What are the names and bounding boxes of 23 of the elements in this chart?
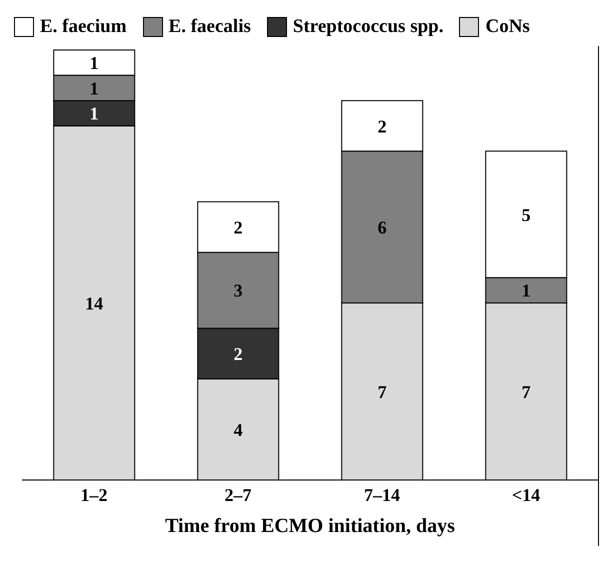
data-label: 1 bbox=[90, 78, 99, 98]
data-label: 2 bbox=[234, 344, 243, 364]
x-axis-title: Time from ECMO initiation, days bbox=[165, 515, 456, 537]
data-label: 1 bbox=[90, 104, 99, 124]
data-label: 1 bbox=[522, 280, 531, 301]
legend-label: E. faecium bbox=[40, 16, 127, 38]
data-label: 6 bbox=[378, 217, 387, 238]
data-label: 7 bbox=[522, 382, 531, 402]
data-label: 2 bbox=[234, 217, 243, 238]
x-tick-label: 2–7 bbox=[224, 484, 252, 505]
legend-label: E. faecalis bbox=[168, 16, 251, 38]
data-label: 2 bbox=[378, 116, 387, 136]
data-label: 3 bbox=[234, 280, 243, 301]
data-label: 4 bbox=[234, 420, 243, 440]
legend-label: CoNs bbox=[485, 16, 530, 38]
x-tick-label: 7–14 bbox=[364, 484, 400, 505]
legend-label: Streptococcus spp. bbox=[292, 16, 444, 38]
x-tick-label: 1–2 bbox=[80, 484, 108, 505]
data-label: 14 bbox=[85, 293, 104, 314]
data-label: 5 bbox=[522, 204, 531, 225]
x-tick-label: <14 bbox=[512, 484, 540, 505]
data-label: 7 bbox=[378, 382, 387, 402]
data-label: 1 bbox=[90, 53, 99, 74]
